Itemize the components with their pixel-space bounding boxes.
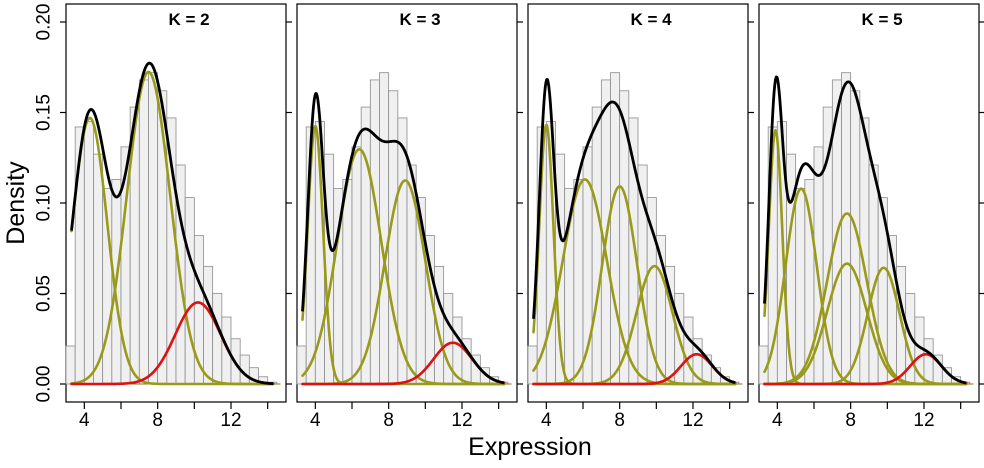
mixture-density-curve — [301, 92, 505, 385]
mixture-density-curve — [70, 61, 274, 386]
x-tick-label: 12 — [451, 410, 472, 431]
x-tick-label: 8 — [614, 410, 625, 431]
histogram-bar — [573, 179, 584, 385]
component-curve-red — [532, 352, 737, 386]
histogram-bar — [610, 72, 621, 385]
histogram-bar — [379, 72, 390, 385]
histogram-bar — [923, 338, 934, 385]
y-tick-label: 0.00 — [34, 366, 55, 403]
panel-title: K = 5 — [861, 10, 902, 29]
x-tick-label: 12 — [220, 410, 241, 431]
histogram-bar — [683, 316, 694, 385]
x-tick-label: 12 — [682, 410, 703, 431]
histogram-bar — [342, 179, 353, 385]
histogram-bar — [296, 345, 307, 385]
y-tick-label: 0.15 — [34, 94, 55, 131]
x-axis-title: Expression — [468, 433, 592, 461]
histogram-bar — [795, 188, 806, 385]
panel-5: K = 5 4 8 12 — [758, 3, 984, 431]
panel-4: K = 4 4 8 12 — [527, 3, 754, 431]
panel-3: K = 3 4 8 12 — [296, 3, 523, 431]
histogram-bar — [148, 72, 159, 385]
histogram-bar — [203, 265, 214, 385]
panel-title: K = 4 — [630, 10, 672, 29]
histogram-bar — [93, 153, 104, 385]
x-tick-label: 12 — [913, 410, 934, 431]
histogram — [296, 72, 509, 385]
x-tick-label: 4 — [79, 410, 90, 431]
y-tick-label: 0.10 — [34, 185, 55, 222]
x-tick-label: 4 — [541, 410, 552, 431]
histogram-bar — [184, 197, 195, 385]
histogram-bar — [397, 117, 408, 385]
histogram-bar — [351, 146, 362, 385]
histogram-bar — [212, 293, 223, 385]
y-tick-label: 0.20 — [34, 4, 55, 41]
mixture-density-curve — [763, 75, 967, 385]
histogram-bar — [65, 345, 76, 385]
histogram-bar — [591, 106, 602, 385]
y-axis-title: Density — [2, 161, 30, 245]
component-curve — [70, 70, 275, 386]
mixture-density-curve — [532, 78, 736, 384]
panel-2: K = 2 4 8 12 — [65, 3, 292, 431]
panel-title: K = 2 — [168, 10, 209, 29]
component-curve — [532, 185, 737, 386]
y-axis: 0.00 0.05 0.10 0.15 0.20 — [34, 4, 66, 403]
x-tick-label: 8 — [845, 410, 856, 431]
panels: K = 2 4 8 12 K = 3 4 8 12 K = 4 4 8 12 K = 5 4 8 12 — [65, 3, 984, 431]
histogram-bar — [83, 121, 94, 385]
histogram-bar — [369, 79, 380, 385]
panel-title: K = 3 — [399, 10, 440, 29]
y-tick-label: 0.05 — [34, 275, 55, 312]
histogram-bar — [138, 79, 149, 385]
x-tick-label: 4 — [310, 410, 321, 431]
histogram-bar — [841, 72, 852, 385]
x-tick-label: 4 — [772, 410, 783, 431]
x-tick-label: 8 — [152, 410, 163, 431]
x-tick-label: 8 — [383, 410, 394, 431]
